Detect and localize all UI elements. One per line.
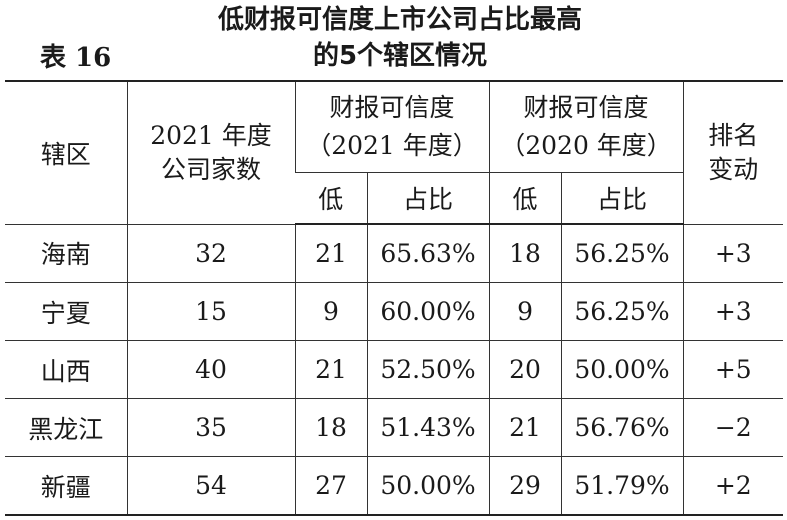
cell-share-2020: 51.79% xyxy=(560,456,684,516)
cell-count: 40 xyxy=(126,340,295,399)
cell-share-2020: 56.25% xyxy=(560,224,684,283)
header-credibility-2020-line2: （2020 年度） xyxy=(500,131,672,160)
table-number-label: 表 16 xyxy=(40,43,112,73)
cell-rank-change: −2 xyxy=(682,398,784,457)
header-low-2021: 低 xyxy=(295,172,367,225)
cell-region: 黑龙江 xyxy=(5,398,127,457)
cell-low-2020: 29 xyxy=(488,456,562,516)
table-row: 山西 40 21 52.50% 20 50.00% +5 xyxy=(5,340,784,399)
cell-low-2021: 27 xyxy=(294,456,367,516)
header-credibility-2021-line1: 财报可信度 xyxy=(329,93,455,122)
header-rank-change-line1: 排名 xyxy=(708,120,759,150)
table-row: 宁夏 15 9 60.00% 9 56.25% +3 xyxy=(5,282,784,341)
header-credibility-2021-line2: （2021 年度） xyxy=(306,131,478,160)
header-company-count: 2021 年度 公司家数 xyxy=(126,80,295,225)
header-row-1: 辖区 2021 年度 公司家数 财报可信度 （2021 年度） 财报可信度 （2… xyxy=(5,80,784,225)
header-rank-change: 排名 变动 xyxy=(682,80,784,225)
cell-count: 35 xyxy=(126,398,295,457)
header-row-2: 低 占比 低 占比 xyxy=(5,172,783,225)
cell-region: 山西 xyxy=(5,340,127,399)
cell-rank-change: +2 xyxy=(682,456,784,516)
table-title-line2: 的5个辖区情况 xyxy=(312,41,488,71)
cell-count: 54 xyxy=(126,456,295,516)
header-credibility-2020-line1: 财报可信度 xyxy=(523,93,649,122)
table-row: 海南 32 21 65.63% 18 56.25% +3 xyxy=(5,224,784,283)
cell-rank-change: +5 xyxy=(682,340,784,399)
cell-share-2021: 50.00% xyxy=(366,456,490,516)
table-row: 黑龙江 35 18 51.43% 21 56.76% −2 xyxy=(5,398,784,457)
header-share-2021: 占比 xyxy=(366,172,490,225)
table-row: 新疆 54 27 50.00% 29 51.79% +2 xyxy=(5,456,784,516)
cell-share-2020: 50.00% xyxy=(560,340,684,399)
cell-share-2021: 60.00% xyxy=(366,282,490,341)
header-share-2020: 占比 xyxy=(560,172,684,225)
cell-low-2020: 18 xyxy=(488,224,562,283)
cell-region: 新疆 xyxy=(5,456,127,516)
cell-share-2020: 56.76% xyxy=(560,398,684,457)
cell-share-2021: 52.50% xyxy=(366,340,490,399)
header-rank-change-line2: 变动 xyxy=(708,154,759,184)
cell-low-2020: 9 xyxy=(488,282,562,341)
header-company-count-line1: 2021 年度 xyxy=(150,120,272,150)
header-credibility-2021: 财报可信度 （2021 年度） xyxy=(294,80,490,173)
header-company-count-line2: 公司家数 xyxy=(160,154,261,184)
header-region: 辖区 xyxy=(5,80,127,225)
cell-share-2021: 51.43% xyxy=(366,398,490,457)
cell-rank-change: +3 xyxy=(682,282,784,341)
cell-region: 宁夏 xyxy=(5,282,127,341)
cell-share-2020: 56.25% xyxy=(560,282,684,341)
cell-count: 32 xyxy=(126,224,295,283)
cell-low-2020: 21 xyxy=(488,398,562,457)
cell-low-2021: 21 xyxy=(294,224,367,283)
data-table: 辖区 2021 年度 公司家数 财报可信度 （2021 年度） 财报可信度 （2… xyxy=(5,80,784,516)
cell-rank-change: +3 xyxy=(682,224,784,283)
table-title-line1: 低财报可信度上市公司占比最高 xyxy=(217,5,582,35)
header-low-2020: 低 xyxy=(488,172,562,225)
cell-low-2020: 20 xyxy=(488,340,562,399)
cell-low-2021: 18 xyxy=(294,398,367,457)
cell-low-2021: 9 xyxy=(294,282,367,341)
cell-count: 15 xyxy=(126,282,295,341)
header-credibility-2020: 财报可信度 （2020 年度） xyxy=(488,80,684,173)
table-title: 低财报可信度上市公司占比最高 的5个辖区情况 xyxy=(190,2,610,74)
cell-share-2021: 65.63% xyxy=(366,224,490,283)
cell-region: 海南 xyxy=(5,224,127,283)
cell-low-2021: 21 xyxy=(294,340,367,399)
